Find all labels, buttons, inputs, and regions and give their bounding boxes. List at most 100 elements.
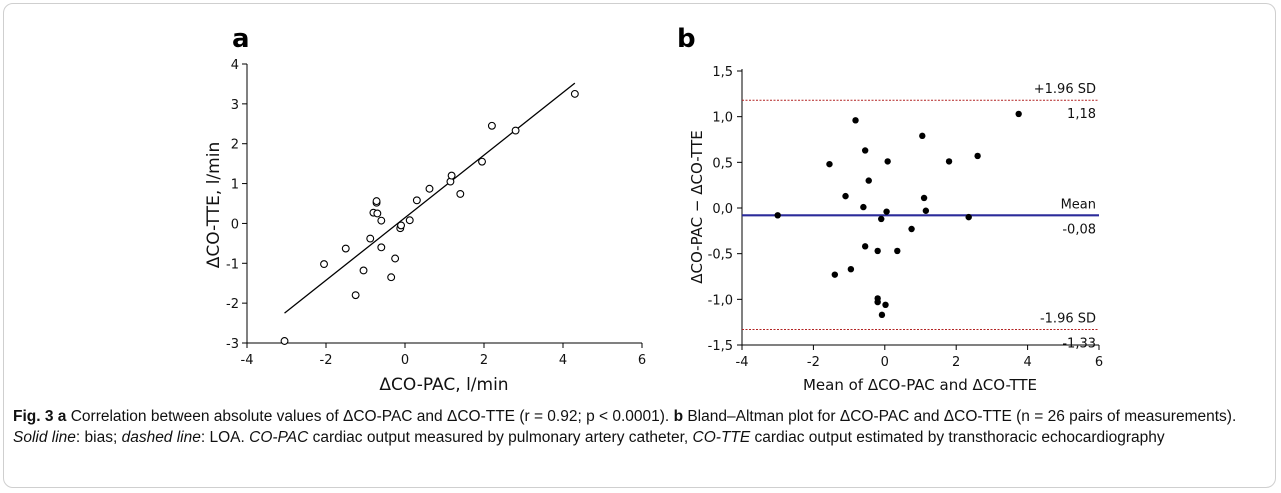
data-point	[387, 273, 396, 282]
data-point	[920, 194, 928, 202]
caption-copac-text: cardiac output measured by pulmonary art…	[308, 429, 693, 446]
data-point	[377, 216, 386, 225]
data-point	[425, 184, 434, 193]
caption-cotte-text: cardiac output estimated by transthoraci…	[750, 429, 1165, 446]
caption-copac-label: CO-PAC	[249, 429, 309, 446]
data-point	[919, 132, 926, 140]
data-point	[831, 271, 839, 278]
figure-frame	[3, 3, 1276, 488]
panel-b-reference-lines: +1.96 SD 1,18 Mean -0,08 -1.96 SD -1,33	[742, 82, 1099, 351]
data-point	[852, 117, 859, 124]
panel-a-label: a	[232, 24, 250, 54]
data-point	[884, 158, 891, 165]
y-tick-label: 3	[231, 98, 239, 113]
y-tick-label: 1,0	[712, 111, 733, 126]
data-point	[861, 147, 869, 154]
caption-text-a: Correlation between absolute values of Δ…	[66, 408, 674, 425]
panel-a-y-axis-title: ΔCO-TTE, l/min	[204, 142, 224, 268]
data-point	[373, 209, 382, 218]
data-point	[280, 337, 289, 345]
data-point	[405, 216, 414, 225]
x-tick-label: 6	[1095, 355, 1103, 370]
reference-line-name: Mean	[1061, 197, 1096, 212]
caption-a-label: a	[57, 408, 67, 425]
x-tick-label: -2	[320, 353, 333, 368]
data-point	[908, 225, 915, 233]
caption-b-label: b	[673, 408, 684, 425]
y-tick-label: -0,5	[708, 248, 733, 263]
caption-cotte-label: CO-TTE	[692, 429, 751, 446]
y-tick-label: 0,5	[712, 156, 733, 171]
data-point	[359, 266, 368, 275]
data-point	[320, 260, 328, 269]
data-point	[377, 243, 386, 252]
y-tick-label: -1,0	[708, 293, 733, 308]
panel-b-y-ticks: 1,5 1,0 0,5 0,0 -0,5 -1,0 -1,5	[708, 65, 742, 354]
panel-b-bland-altman-plot: b -4 -2 0 2 4 6 1,5 1,0 0,5 0,0 -0,5 -1,0 -1,5 +1.9…	[677, 24, 1103, 394]
data-point	[372, 197, 381, 206]
panel-b-y-axis-title: ΔCO-PAC − ΔCO-TTE	[688, 130, 706, 284]
x-tick-label: 0	[881, 355, 889, 370]
panel-a-regression-line	[284, 82, 576, 314]
figure-caption: Fig. 3 a Correlation between absolute va…	[13, 406, 1263, 448]
data-point	[366, 234, 375, 243]
data-point	[351, 291, 360, 300]
y-tick-label: -3	[226, 337, 239, 352]
data-point	[945, 158, 953, 165]
figure-charts: a -4 -2 0 2 4 6 -3 -2 -1 0 1 2 3 4 ΔCO-PAC, l/min ΔC…	[204, 24, 1103, 395]
data-point	[883, 208, 890, 215]
data-point	[965, 213, 972, 221]
y-tick-label: -1	[226, 257, 239, 272]
data-point	[842, 192, 849, 200]
data-point	[487, 121, 496, 130]
y-tick-label: 2	[231, 138, 239, 153]
data-point	[447, 171, 456, 180]
reference-line-value: -1,33	[1062, 336, 1096, 351]
x-tick-label: 6	[638, 353, 646, 368]
data-point	[826, 160, 833, 168]
data-point	[878, 311, 886, 319]
x-tick-label: 0	[401, 353, 409, 368]
caption-solid-line-label: Solid line	[13, 429, 76, 446]
data-point	[774, 212, 781, 219]
data-point	[882, 301, 889, 309]
x-tick-label: -4	[241, 353, 254, 368]
data-point	[974, 152, 981, 160]
x-tick-label: 2	[480, 353, 488, 368]
panel-a-x-ticks: -4 -2 0 2 4 6	[241, 343, 646, 368]
data-point	[391, 254, 400, 263]
data-point	[341, 244, 350, 253]
data-point	[412, 196, 421, 205]
panel-a-x-axis-title: ΔCO-PAC, l/min	[379, 375, 508, 395]
y-tick-label: 1,5	[712, 65, 733, 80]
reference-line-value: -0,08	[1062, 222, 1096, 237]
y-tick-label: 0,0	[712, 202, 733, 217]
panel-b-x-axis-title: Mean of ΔCO-PAC and ΔCO-TTE	[803, 376, 1037, 394]
y-tick-label: 4	[231, 58, 239, 73]
x-tick-label: 4	[559, 353, 567, 368]
panel-b-x-ticks: -4 -2 0 2 4 6	[736, 345, 1103, 370]
x-tick-label: 4	[1023, 355, 1031, 370]
x-tick-label: 2	[952, 355, 960, 370]
panel-a-points	[280, 89, 579, 345]
data-point	[478, 157, 486, 166]
caption-dashed-text: : LOA.	[200, 429, 250, 446]
y-tick-label: 0	[231, 217, 239, 232]
data-point	[511, 126, 520, 135]
caption-dashed-line-label: dashed line	[121, 429, 201, 446]
reference-line-value: 1,18	[1067, 107, 1096, 122]
data-point	[874, 298, 881, 306]
data-point	[865, 177, 872, 184]
reference-line-name: +1.96 SD	[1034, 82, 1096, 97]
data-point	[397, 221, 405, 230]
data-point	[456, 189, 465, 198]
data-point	[922, 207, 930, 214]
data-point	[570, 89, 579, 98]
data-point	[847, 265, 855, 273]
data-point	[1015, 110, 1022, 118]
caption-figure-label: Fig. 3	[13, 408, 54, 425]
caption-text-b: Bland–Altman plot for ΔCO-PAC and ΔCO-TT…	[683, 408, 1237, 425]
y-tick-label: 1	[231, 178, 239, 193]
data-point	[874, 247, 881, 255]
data-point	[860, 203, 867, 211]
